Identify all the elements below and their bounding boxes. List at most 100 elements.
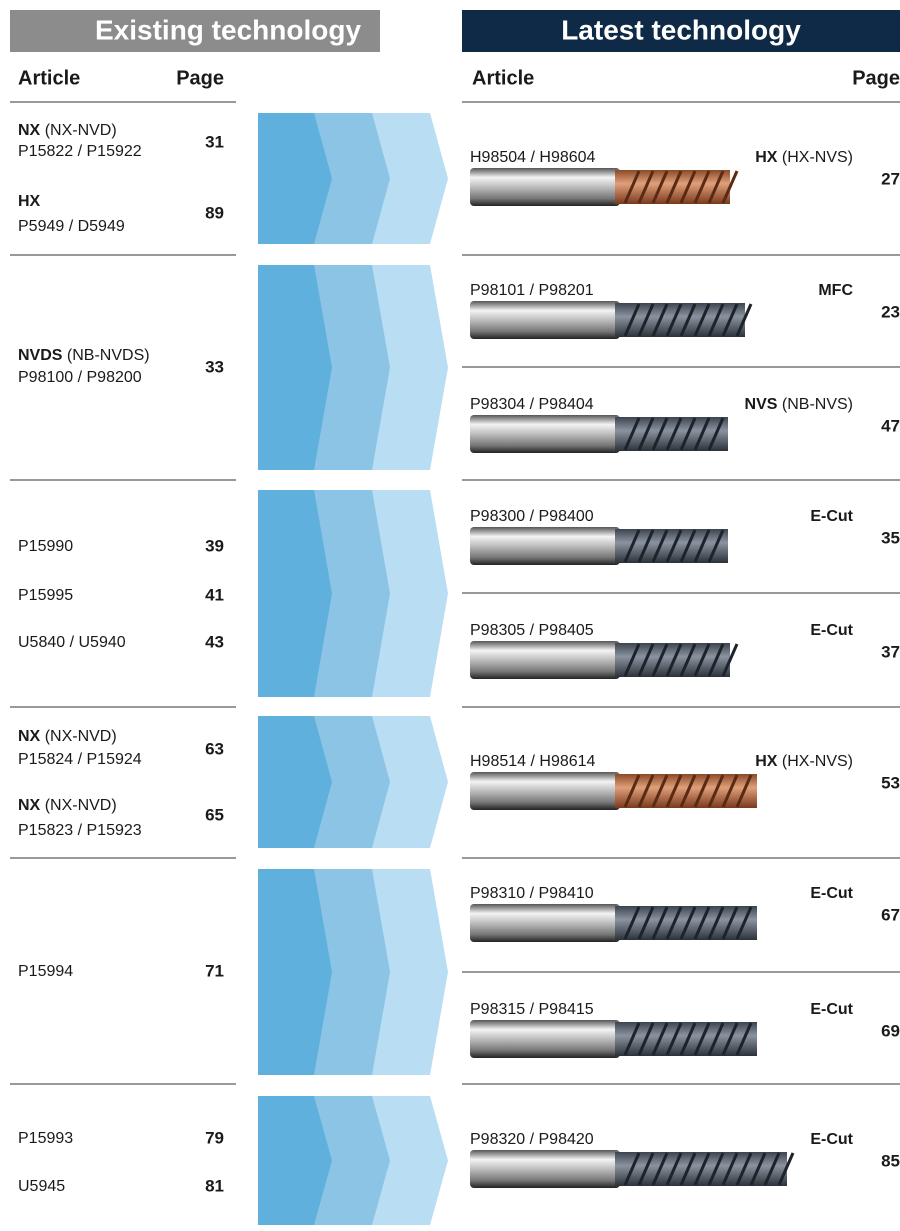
flute-edge (721, 906, 739, 940)
flute-edge (623, 643, 641, 677)
flute-edge (623, 417, 641, 451)
flute-edge (721, 1022, 739, 1056)
flute-edge (679, 417, 697, 451)
flute-edge (665, 417, 683, 451)
product-name: E-Cut (810, 1131, 853, 1148)
flute-edge (707, 906, 725, 940)
arrow-chevron (258, 113, 332, 244)
header-bar (462, 10, 900, 52)
flute-edge (623, 1022, 641, 1056)
product-series: NX (18, 797, 41, 814)
article-number: P98320 / P98420 (470, 1131, 594, 1148)
page-number: 23 (881, 302, 900, 321)
article-number: P98304 / P98404 (470, 396, 594, 413)
page-number: 47 (881, 416, 900, 435)
flute-edge (623, 906, 641, 940)
product-type: (HX-NVS) (782, 149, 853, 166)
article-number: H98504 / H98604 (470, 149, 596, 166)
product-type: (NX-NVD) (45, 728, 117, 745)
flute-edge (735, 1152, 753, 1186)
article-number: P15824 / P15924 (18, 751, 142, 768)
tool-flute (615, 529, 728, 563)
flute-edge (651, 1152, 669, 1186)
flute-edge (679, 906, 697, 940)
header-title: Existing technology (95, 14, 361, 45)
flute-edge (707, 529, 725, 563)
tool-shank (470, 904, 620, 942)
flute-edge (707, 170, 725, 204)
page-number: 37 (881, 642, 900, 661)
article-number: P15994 (18, 963, 73, 980)
flute-edge (693, 774, 711, 808)
tool-shank (470, 772, 620, 810)
flute-edge (637, 906, 655, 940)
column-header: Page (852, 67, 900, 89)
product-name: E-Cut (810, 885, 853, 902)
product-series: NX (18, 122, 41, 139)
page-number: 41 (205, 585, 224, 604)
product-name: MFC (818, 282, 853, 299)
page-number: 43 (205, 632, 224, 651)
tool-shank (470, 641, 620, 679)
arrow-chevron (258, 490, 332, 697)
flute-edge (651, 906, 669, 940)
article-number: P15990 (18, 538, 73, 555)
product-series: E-Cut (810, 1001, 853, 1018)
flute-edge (707, 643, 725, 677)
page-number: 81 (205, 1176, 224, 1195)
flute-edge (693, 1152, 711, 1186)
tool-flute (615, 417, 728, 451)
flute-edge (637, 643, 655, 677)
article-number: P15995 (18, 587, 73, 604)
flute-edge (693, 643, 711, 677)
flute-edge (721, 170, 739, 204)
article-number: P98305 / P98405 (470, 622, 594, 639)
flute-edge (623, 303, 641, 337)
product-name: HX (18, 193, 41, 210)
flute-edge (693, 170, 711, 204)
flute-edge (637, 1022, 655, 1056)
page-number: 69 (881, 1021, 900, 1040)
article-number: P15822 / P15922 (18, 143, 142, 160)
flute-edge (679, 303, 697, 337)
flute-edge (721, 303, 739, 337)
product-series: E-Cut (810, 885, 853, 902)
product-series: NVDS (18, 347, 63, 364)
product-series: E-Cut (810, 508, 853, 525)
column-header: Article (472, 67, 534, 89)
tool-shank (470, 1020, 620, 1058)
flute-edge (679, 529, 697, 563)
flute-edge (749, 1152, 767, 1186)
page-number: 53 (881, 773, 900, 792)
flute-edge (735, 906, 753, 940)
page-number: 31 (205, 132, 224, 151)
product-name: E-Cut (810, 1001, 853, 1018)
article-number: P5949 / D5949 (18, 218, 125, 235)
arrow-chevron (258, 1096, 332, 1225)
arrow-chevron (258, 869, 332, 1075)
flute-edge (651, 417, 669, 451)
flute-edge (679, 1022, 697, 1056)
page-number: 63 (205, 739, 224, 758)
flute-edge (693, 303, 711, 337)
flute-edge (707, 1022, 725, 1056)
flute-edge (637, 774, 655, 808)
header-title: Latest technology (561, 14, 801, 45)
flute-edge (651, 774, 669, 808)
product-name: NX (NX-NVD) (18, 797, 117, 814)
article-number: H98514 / H98614 (470, 753, 596, 770)
flute-edge (693, 906, 711, 940)
flute-edge (623, 529, 641, 563)
flute-edge (721, 774, 739, 808)
flute-edge (693, 1022, 711, 1056)
flute-edge (665, 774, 683, 808)
product-series: NVS (745, 396, 778, 413)
flute-edge (665, 529, 683, 563)
arrow-chevron (258, 716, 332, 848)
flute-edge (721, 643, 739, 677)
flute-edge (651, 170, 669, 204)
flute-edge (693, 417, 711, 451)
article-number: P98100 / P98200 (18, 369, 142, 386)
product-type: (NB-NVS) (782, 396, 853, 413)
